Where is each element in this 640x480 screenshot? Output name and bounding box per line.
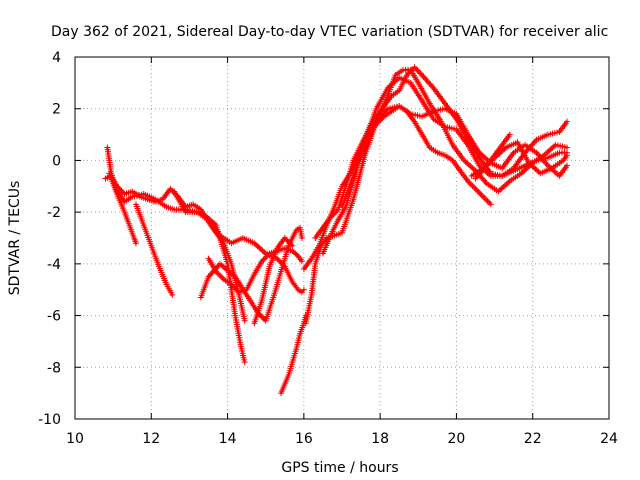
x-tick-label: 10	[66, 431, 84, 447]
axis-ticks	[74, 56, 610, 420]
series-line	[302, 76, 569, 271]
series-trace-7	[197, 224, 305, 324]
x-tick-label: 14	[219, 431, 237, 447]
grid-lines	[75, 57, 609, 419]
plot-frame	[74, 56, 610, 420]
series-trace-9	[278, 312, 309, 397]
x-tick-label: 24	[600, 431, 618, 447]
series-markers	[133, 201, 176, 298]
x-tick-label: 16	[295, 431, 313, 447]
series-trace-2	[102, 172, 248, 324]
x-tick-label: 22	[524, 431, 542, 447]
series-markers	[472, 131, 513, 182]
series-markers	[205, 245, 305, 296]
series-trace-11	[300, 74, 570, 272]
series-markers	[339, 103, 570, 210]
series-markers	[106, 170, 139, 247]
x-tick-label: 12	[142, 431, 160, 447]
series-markers	[278, 312, 309, 397]
series-trace-5	[133, 201, 176, 298]
series-trace-8	[251, 235, 296, 327]
y-tick-label: 0	[52, 153, 61, 169]
y-tick-label: -2	[47, 205, 61, 221]
series-markers	[251, 235, 296, 327]
y-tick-label: -6	[47, 309, 61, 325]
y-tick-label: -4	[47, 257, 61, 273]
y-tick-label: 4	[52, 50, 61, 66]
y-tick-label: 2	[52, 102, 61, 118]
series-trace-14	[339, 103, 570, 210]
x-tick-labels: 10 12 14 16 18 20 22 24	[66, 431, 618, 447]
y-tick-label: -10	[38, 412, 61, 428]
series-markers	[171, 188, 248, 366]
chart-title: Day 362 of 2021, Sidereal Day-to-day VTE…	[51, 24, 608, 40]
series-markers	[300, 74, 570, 272]
x-tick-label: 18	[371, 431, 389, 447]
series-trace-16	[472, 131, 513, 182]
series-trace-4	[106, 170, 139, 247]
x-axis-label: GPS time / hours	[281, 460, 398, 476]
y-axis-label: SDTVAR / TECUs	[7, 181, 23, 296]
x-tick-label: 20	[448, 431, 466, 447]
y-tick-labels: -10 -8 -6 -4 -2 0 2 4	[38, 50, 61, 428]
series-trace-3	[171, 188, 248, 366]
y-tick-label: -8	[47, 360, 61, 376]
series-markers	[197, 224, 305, 324]
data-series	[102, 64, 570, 397]
series-trace-6	[205, 245, 305, 296]
